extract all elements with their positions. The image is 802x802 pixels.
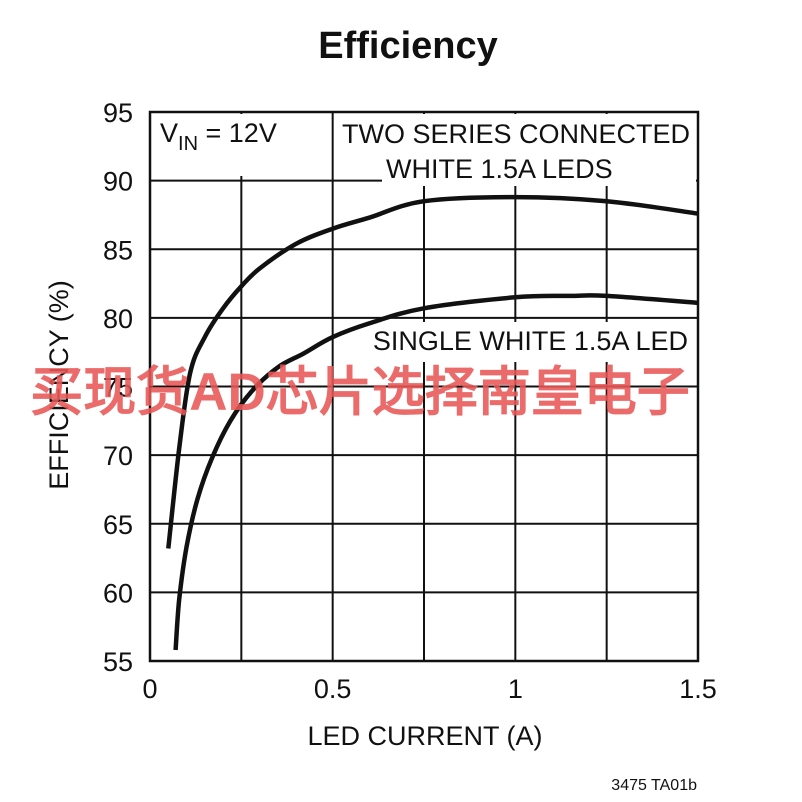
watermark-text: 买现货AD芯片选择南皇电子 xyxy=(30,363,690,422)
series-2-line xyxy=(173,293,699,651)
series-1-label-bg xyxy=(382,114,696,186)
y-tick-label: 70 xyxy=(103,441,133,471)
series-layer xyxy=(166,194,699,651)
series-2-label-bg xyxy=(396,322,695,362)
series-1-label-line: WHITE 1.5A LEDS xyxy=(386,154,613,184)
x-tick-label: 1.5 xyxy=(679,674,717,704)
y-tick-label: 85 xyxy=(103,235,133,265)
series-1-line xyxy=(166,194,699,549)
y-tick-label: 75 xyxy=(103,373,133,403)
y-tick-label: 95 xyxy=(103,98,133,128)
plot-frame xyxy=(148,110,700,663)
condition-label-rest: = 12V xyxy=(198,118,277,148)
tick-label-layer: 55 60 65 70 75 80 85 90 95 0 0.5 1 1.5 xyxy=(103,98,717,704)
x-tick-label: 1 xyxy=(508,674,523,704)
condition-label-main: V xyxy=(160,118,178,148)
x-axis-label: LED CURRENT (A) xyxy=(307,721,542,751)
y-tick-label: 55 xyxy=(103,647,133,677)
x-tick-label: 0 xyxy=(142,674,157,704)
y-tick-label: 80 xyxy=(103,304,133,334)
y-axis-label: EFFICIENCY (%) xyxy=(44,280,74,490)
series-2-label-line: SINGLE WHITE 1.5A LED xyxy=(373,326,688,356)
series-1-label-line: TWO SERIES CONNECTED xyxy=(342,119,690,149)
y-tick-label: 65 xyxy=(103,510,133,540)
condition-label: VIN = 12V xyxy=(160,118,277,155)
footnote-code: 3475 TA01b xyxy=(611,777,697,794)
condition-label-bg xyxy=(152,114,330,176)
y-tick-label: 60 xyxy=(103,578,133,608)
x-tick-label: 0.5 xyxy=(314,674,352,704)
chart-title: Efficiency xyxy=(318,25,498,67)
condition-label-layer: VIN = 12V TWO SERIES CONNECTED WHITE 1.5A … xyxy=(152,114,696,362)
condition-label-sub: IN xyxy=(178,133,198,155)
grid-layer xyxy=(148,110,700,663)
y-tick-label: 90 xyxy=(103,167,133,197)
